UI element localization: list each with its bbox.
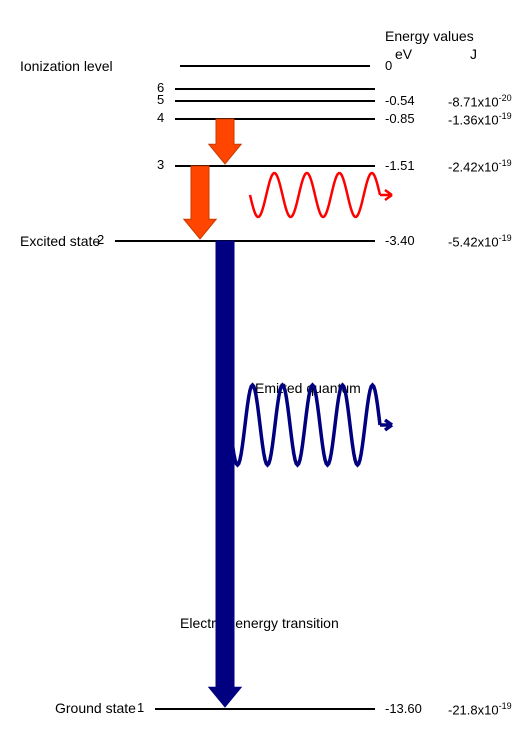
energy-level-6 <box>175 88 375 90</box>
red-wave-arrowhead <box>380 190 392 200</box>
label-excited: Excited state <box>20 233 100 249</box>
n-label-3: 3 <box>157 157 164 172</box>
n-label-1: 1 <box>137 700 144 715</box>
ev-label-0: 0 <box>385 58 392 73</box>
ev-label-5: -3.40 <box>385 233 415 248</box>
energy-level-1 <box>155 708 375 710</box>
transition-2-to-1 <box>209 241 241 707</box>
j-label-6: -21.8x10-19 <box>448 701 512 717</box>
energy-level-2 <box>115 240 375 242</box>
j-label-5: -5.42x10-19 <box>448 233 512 249</box>
energy-level-5 <box>175 100 375 102</box>
label-ground: Ground state <box>55 700 136 716</box>
ev-label-6: -13.60 <box>385 701 422 716</box>
transition-4-to-3 <box>209 119 241 164</box>
navy-wave <box>230 385 380 465</box>
navy-wave-arrowhead <box>380 420 392 430</box>
header-energy-values: Energy values <box>385 28 474 44</box>
ev-label-3: -0.85 <box>385 111 415 126</box>
n-label-4: 4 <box>157 110 164 125</box>
label-transition: Electron energy transition <box>180 615 339 631</box>
j-label-4: -2.42x10-19 <box>448 158 512 174</box>
j-label-2: -8.71x10-20 <box>448 93 512 109</box>
header-j: J <box>470 46 477 62</box>
n-label-5: 5 <box>157 92 164 107</box>
label-ionization: Ionization level <box>20 58 113 74</box>
energy-level-4 <box>175 118 375 120</box>
ev-label-4: -1.51 <box>385 158 415 173</box>
arrows-layer <box>0 0 517 747</box>
energy-level-3 <box>175 165 375 167</box>
transition-3-to-2 <box>184 166 216 239</box>
red-wave <box>250 173 380 217</box>
header-ev: eV <box>395 46 412 62</box>
ev-label-2: -0.54 <box>385 93 415 108</box>
n-label-2: 2 <box>97 232 104 247</box>
waves-layer <box>0 0 517 747</box>
energy-level-ion <box>180 65 370 67</box>
label-emitted: Emitted quantum <box>255 380 361 396</box>
j-label-3: -1.36x10-19 <box>448 111 512 127</box>
